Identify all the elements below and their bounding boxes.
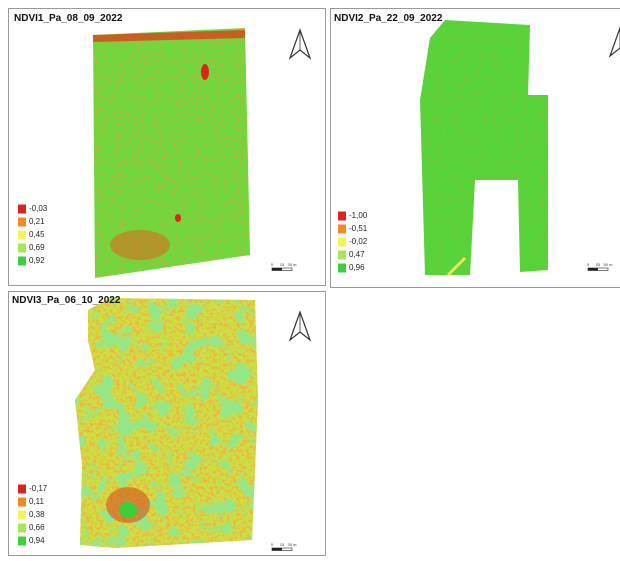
legend-swatch bbox=[338, 238, 346, 247]
legend-swatch bbox=[338, 251, 346, 260]
legend-swatch bbox=[18, 205, 26, 214]
legend-swatch bbox=[18, 218, 26, 227]
scale-label: 30 m bbox=[288, 262, 298, 267]
legend-swatch bbox=[338, 264, 346, 273]
legend-label: 0,96 bbox=[349, 263, 365, 272]
panel-title: NDVI1_Pa_08_09_2022 bbox=[14, 13, 123, 24]
legend-swatch bbox=[18, 485, 26, 494]
legend-label: 0,92 bbox=[29, 256, 45, 265]
scale-label: 25 bbox=[596, 262, 601, 267]
legend-swatch bbox=[18, 231, 26, 240]
legend-label: 0,11 bbox=[29, 497, 45, 506]
legend-label: 0,66 bbox=[29, 523, 45, 532]
scale-label: 15 bbox=[280, 542, 285, 547]
legend-swatch bbox=[18, 257, 26, 266]
scale-label: 30 m bbox=[288, 542, 298, 547]
figure: NDVI1_Pa_08_09_2022 NDVI2_Pa_22_09_2022 … bbox=[0, 0, 620, 561]
legend-swatch bbox=[18, 537, 26, 546]
legend-label: 0,47 bbox=[349, 250, 365, 259]
panel-title: NDVI3_Pa_06_10_2022 bbox=[12, 295, 121, 306]
legend-label: 0,21 bbox=[29, 217, 45, 226]
panel-title: NDVI2_Pa_22_09_2022 bbox=[334, 13, 443, 24]
page: {"panels": [ {"title": "NDVI1_Pa_08_09_2… bbox=[0, 0, 620, 561]
scale-bar bbox=[272, 548, 282, 551]
ndvi-field bbox=[93, 28, 250, 278]
legend-swatch bbox=[18, 244, 26, 253]
ndvi-field bbox=[75, 298, 258, 548]
scale-label: 15 bbox=[280, 262, 285, 267]
legend-swatch bbox=[338, 212, 346, 221]
legend-swatch bbox=[18, 511, 26, 520]
legend-label: 0,94 bbox=[29, 536, 45, 545]
legend-swatch bbox=[18, 498, 26, 507]
scale-bar bbox=[588, 268, 598, 271]
legend-swatch bbox=[18, 524, 26, 533]
legend-label: -1,00 bbox=[349, 211, 368, 220]
legend-label: -0,03 bbox=[29, 204, 48, 213]
legend-label: -0,02 bbox=[349, 237, 368, 246]
scale-label: 50 m bbox=[604, 262, 614, 267]
scale-bar bbox=[272, 268, 282, 271]
legend-label: 0,69 bbox=[29, 243, 45, 252]
legend-label: -0,51 bbox=[349, 224, 368, 233]
legend-label: 0,45 bbox=[29, 230, 45, 239]
legend-swatch bbox=[338, 225, 346, 234]
legend-label: -0,17 bbox=[29, 484, 48, 493]
legend-label: 0,38 bbox=[29, 510, 45, 519]
